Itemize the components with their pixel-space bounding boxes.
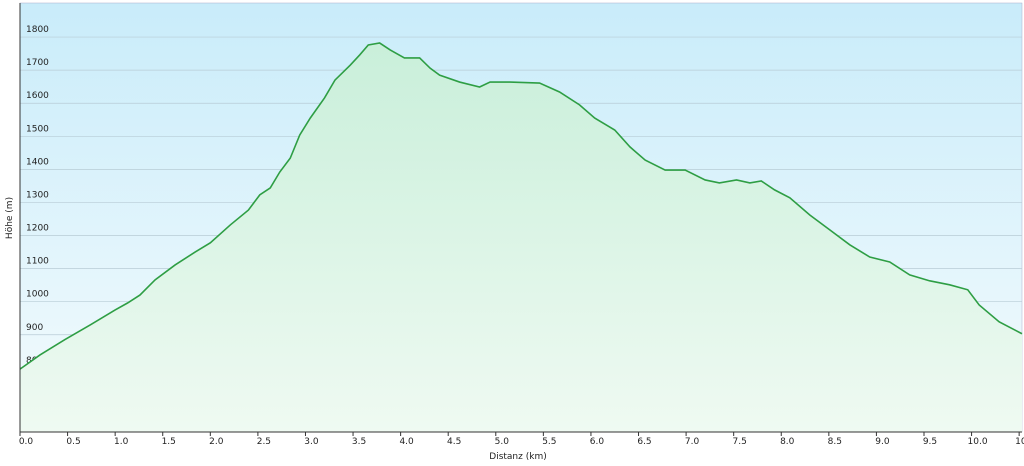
x-tick-label: 9.0: [875, 437, 890, 447]
y-tick-label: 1000: [26, 290, 49, 300]
x-tick-label: 3.0: [304, 437, 319, 447]
x-tick-label: 9.5: [923, 437, 937, 447]
x-tick-label: 7.5: [733, 437, 747, 447]
y-tick-label: 1800: [26, 25, 49, 35]
y-tick-label: 1600: [26, 91, 49, 101]
x-tick-label: 2.0: [209, 437, 224, 447]
x-tick-label: 8.0: [780, 437, 795, 447]
x-axis-label: Distanz (km): [489, 452, 546, 462]
area: [20, 43, 1022, 432]
x-tick-label: 4.0: [399, 437, 414, 447]
x-tick-label: 1.0: [114, 437, 129, 447]
x-tick-label: 4.5: [447, 437, 461, 447]
y-tick-label: 900: [26, 323, 43, 333]
x-tick-label: 10.5: [1015, 437, 1024, 447]
x-tick-label: 6.5: [637, 437, 651, 447]
x-tick-label: 8.5: [828, 437, 842, 447]
y-tick-label: 1300: [26, 190, 49, 200]
x-tick-label: 5.5: [542, 437, 556, 447]
y-tick-label: 1200: [26, 224, 49, 234]
y-tick-label: 1100: [26, 257, 49, 267]
x-tick-label: 1.5: [162, 437, 176, 447]
y-axis-label: Höhe (m): [5, 197, 15, 239]
x-tick-label: 10.0: [968, 437, 988, 447]
x-tick-label: 6.0: [590, 437, 605, 447]
x-tick-label: 0.5: [66, 437, 80, 447]
y-tick-label: 1400: [26, 157, 49, 167]
x-tick-label: 5.0: [495, 437, 510, 447]
x-tick-label: 0.0: [19, 437, 34, 447]
x-tick-label: 7.0: [685, 437, 700, 447]
y-tick-label: 1700: [26, 58, 49, 68]
x-tick-label: 3.5: [352, 437, 366, 447]
y-tick-label: 1500: [26, 124, 49, 134]
x-tick-label: 2.5: [257, 437, 271, 447]
line: [19, 42, 1023, 370]
